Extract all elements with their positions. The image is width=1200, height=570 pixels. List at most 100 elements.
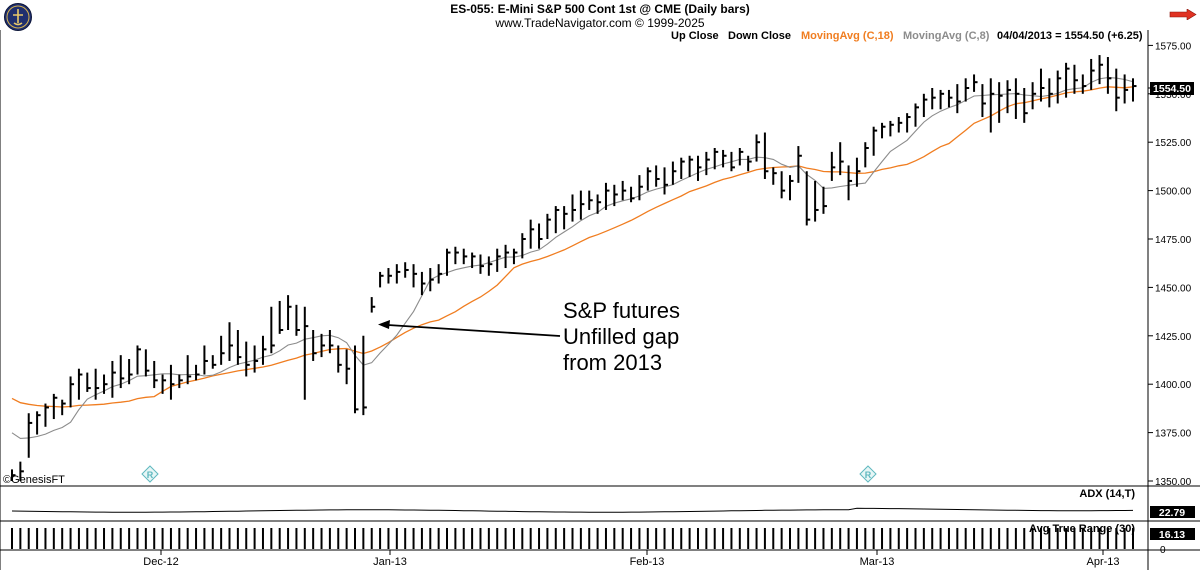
price-tick-label: 1575.00: [1155, 41, 1192, 52]
ohlc-bar: [822, 186, 827, 214]
ohlc-bar: [688, 155, 694, 178]
ohlc-bar: [86, 372, 91, 392]
annotation-line-2: Unfilled gap: [563, 324, 679, 349]
chart-title: ES-055: E-Mini S&P 500 Cont 1st @ CME (D…: [450, 2, 750, 16]
date-axis: Dec-12 Jan-13 Feb-13 Mar-13 Apr-13: [143, 550, 1120, 568]
price-tick-label: 1375.00: [1155, 429, 1192, 440]
ohlc-bar: [914, 103, 919, 127]
price-tick-label: 1450.00: [1155, 283, 1192, 294]
ohlc-bar: [69, 376, 75, 408]
ohlc-bar: [864, 142, 869, 168]
ohlc-bar: [211, 355, 217, 369]
ohlc-bar: [805, 171, 811, 226]
ohlc-bar: [1123, 74, 1129, 104]
ohlc-bar: [906, 113, 911, 133]
ohlc-bar: [462, 248, 468, 265]
legend-down-close: Down Close: [728, 30, 791, 42]
ohlc-bar: [830, 151, 836, 181]
ohlc-bar: [947, 89, 953, 108]
price-tick-label: 1350.00: [1155, 477, 1192, 488]
annotation-line-3: from 2013: [563, 350, 662, 375]
ohlc-bar: [546, 213, 551, 239]
ohlc-bar: [998, 82, 1003, 123]
atr-value: 16.13: [1159, 529, 1185, 541]
ohlc-bar: [588, 190, 593, 210]
ohlc-bar: [178, 374, 183, 389]
ohlc-bar: [646, 167, 652, 191]
date-tick-label: Dec-12: [143, 556, 178, 568]
ohlc-bar: [186, 355, 192, 385]
ohlc-bar: [471, 252, 476, 269]
legend-last-value: 04/04/2013 = 1554.50 (+6.25): [997, 30, 1143, 42]
ohlc-bar: [220, 335, 225, 365]
ohlc-bar: [1081, 74, 1087, 94]
ohlc-bar: [1023, 87, 1028, 123]
date-tick-label: Mar-13: [860, 556, 895, 568]
ohlc-bar: [278, 300, 284, 334]
ohlc-bar: [1115, 68, 1120, 112]
ohlc-bar: [613, 184, 618, 207]
legend-up-close: Up Close: [671, 30, 719, 42]
ohlc-bar: [479, 254, 484, 274]
date-tick-label: Feb-13: [630, 556, 665, 568]
ohlc-bar: [680, 157, 685, 179]
ohlc-bar: [103, 374, 108, 394]
ohlc-bar: [1098, 55, 1104, 85]
rollover-marker-icon[interactable]: R: [141, 465, 159, 483]
trade-navigator-logo-icon[interactable]: [4, 3, 32, 31]
rollover-marker-icon[interactable]: R: [859, 465, 877, 483]
price-tick-label: 1500.00: [1155, 187, 1192, 198]
ohlc-bar: [872, 126, 878, 156]
ohlc-bar: [1031, 82, 1037, 110]
ohlc-bar: [1073, 64, 1078, 94]
ohlc-bar: [964, 78, 970, 102]
annotation-arrow-line: [387, 324, 561, 337]
ohlc-bar: [655, 165, 660, 187]
date-tick-label: Jan-13: [373, 556, 407, 568]
last-price-tag: [1150, 82, 1194, 95]
ohlc-bar: [253, 345, 259, 373]
ohlc-bar: [956, 84, 961, 114]
ohlc-bars: [11, 55, 1137, 481]
genesis-watermark: ©GenesisFT: [3, 474, 65, 486]
ohlc-bar: [303, 306, 309, 400]
ohlc-bar: [747, 155, 752, 172]
ohlc-bar: [780, 171, 786, 199]
ohlc-bar: [538, 223, 543, 249]
ohlc-bar: [563, 206, 568, 230]
ohlc-bar: [1039, 68, 1045, 102]
legend-ma8: MovingAvg (C,8): [903, 30, 990, 42]
ohlc-bar: [671, 161, 677, 185]
ohlc-bar: [161, 374, 167, 394]
ohlc-bar: [722, 149, 727, 168]
ohlc-bar: [579, 190, 585, 220]
ohlc-bar: [320, 333, 326, 358]
ohlc-bar: [881, 122, 886, 139]
ohlc-bar: [228, 322, 234, 361]
svg-text:R: R: [147, 470, 154, 480]
ohlc-bar: [1106, 57, 1112, 94]
ohlc-bar: [345, 349, 351, 385]
ohlc-bar: [496, 248, 501, 272]
ohlc-bar: [61, 399, 66, 416]
legend-ma18: MovingAvg (C,18): [801, 30, 894, 42]
ohlc-bar: [713, 148, 719, 170]
price-tick-label: 1550.00: [1155, 90, 1192, 101]
ohlc-bar: [77, 368, 83, 400]
ohlc-bar: [245, 341, 250, 377]
ohlc-bar: [604, 182, 610, 210]
ohlc-bar: [370, 297, 376, 313]
ohlc-bar: [420, 271, 426, 296]
chart-header: ES-055: E-Mini S&P 500 Cont 1st @ CME (D…: [0, 0, 1200, 31]
ohlc-bar: [128, 359, 133, 385]
ohlc-bar: [328, 329, 334, 354]
scroll-right-arrow-icon[interactable]: [1169, 7, 1197, 21]
ohlc-bar: [521, 233, 526, 259]
adx-value-tag: [1150, 506, 1195, 518]
ohlc-bar: [429, 268, 434, 292]
ohlc-bar: [630, 186, 635, 203]
chart-subtitle: www.TradeNavigator.com © 1999-2025: [495, 16, 705, 30]
ohlc-bar: [931, 87, 936, 110]
annotation-line-1: S&P futures: [563, 298, 680, 323]
